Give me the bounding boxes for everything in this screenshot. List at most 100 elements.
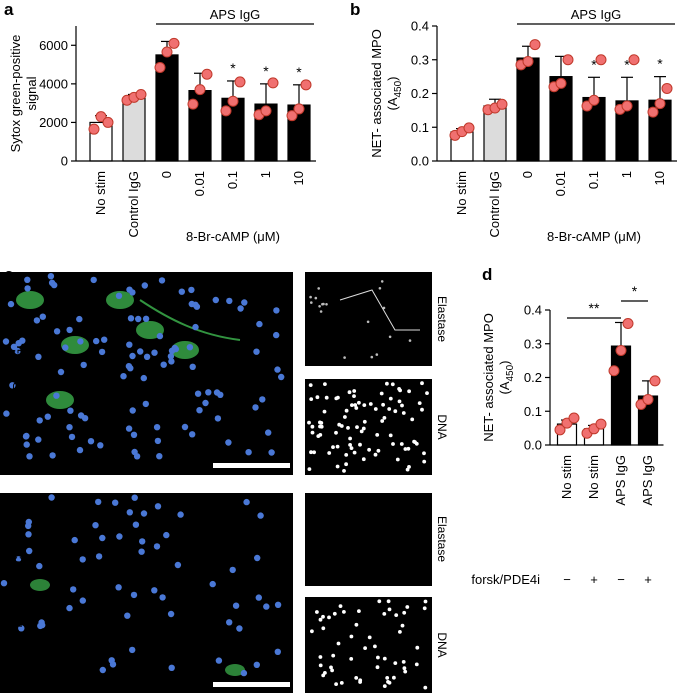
micrograph-aps-elastase — [305, 272, 432, 366]
nucleus — [129, 646, 136, 654]
nucleus — [140, 374, 147, 382]
x-tick-label: 0.01 — [553, 171, 568, 196]
nucleus — [393, 409, 398, 414]
nucleus — [327, 615, 331, 620]
nucleus — [79, 597, 87, 604]
y-axis-label: NET- associated MPO(A450) — [481, 313, 516, 442]
nucleus — [394, 613, 399, 617]
nucleus — [358, 442, 362, 447]
data-point — [95, 111, 107, 123]
nucleus — [70, 586, 77, 593]
nucleus — [99, 534, 106, 542]
x-tick-label: 1 — [619, 171, 634, 178]
y-tick-label: 0.1 — [411, 120, 429, 135]
nucleus — [253, 661, 260, 668]
nucleus — [181, 423, 189, 431]
data-point — [260, 105, 272, 117]
nucleus — [387, 680, 392, 685]
nucleus — [22, 433, 30, 440]
nucleus — [115, 292, 123, 299]
nucleus — [95, 553, 103, 560]
nucleus — [414, 662, 419, 667]
nucleus — [253, 348, 260, 355]
nucleus — [77, 338, 84, 345]
nucleus — [79, 556, 86, 563]
nucleus — [398, 388, 402, 393]
nucleus — [48, 494, 55, 501]
y-tick-label: 0.2 — [524, 370, 542, 385]
x-tick-label: 0 — [520, 171, 535, 178]
channel-label-elastase-bottom: Elastase — [435, 516, 449, 562]
nucleus — [407, 465, 411, 469]
y-axis-label: Sytox green-positivesignal — [8, 35, 39, 153]
nucleus — [310, 424, 315, 429]
nucleus — [23, 441, 30, 448]
nucleus — [36, 562, 43, 570]
nucleus — [323, 671, 327, 675]
nucleus — [321, 302, 324, 306]
nucleus — [400, 623, 405, 628]
nucleus — [330, 668, 334, 673]
nucleus — [160, 361, 167, 368]
nucleus — [39, 313, 46, 320]
nucleus — [274, 366, 281, 373]
nucleus — [425, 391, 429, 395]
row-label-aps: APS IgG — [10, 349, 25, 400]
y-tick-label: 0.1 — [524, 404, 542, 419]
data-point — [300, 79, 312, 91]
chart-d: 0.0 0.1 0.2 0.3 0.4 NET- associated MPO(A450)… — [471, 283, 664, 587]
nucleus — [327, 451, 332, 455]
data-point — [554, 424, 566, 436]
nucleus — [397, 399, 402, 404]
nucleus — [135, 315, 142, 323]
nucleus — [9, 382, 16, 389]
elastase-strand — [339, 289, 420, 331]
nucleus — [126, 509, 133, 516]
nucleus — [355, 425, 359, 429]
row-label-camp: APS IgG + 8-Br-cAMP — [10, 529, 25, 658]
nucleus — [400, 403, 404, 408]
nucleus — [87, 438, 95, 445]
nucleus — [90, 276, 97, 284]
nucleus — [318, 663, 323, 668]
nucleus — [76, 315, 83, 323]
nucleus — [159, 594, 166, 601]
nucleus — [401, 660, 406, 664]
x-tick-label: No stim — [559, 455, 574, 499]
bar — [122, 97, 146, 162]
nucleus — [375, 665, 380, 670]
nucleus — [422, 451, 426, 456]
nucleus — [362, 403, 367, 407]
y-tick-label: 4000 — [39, 76, 68, 91]
x-tick-label: 10 — [652, 171, 667, 185]
nucleus — [26, 547, 33, 555]
nucleus — [245, 449, 252, 456]
nucleus — [142, 315, 150, 322]
nucleus — [307, 467, 312, 471]
channel-label-elastase-top: Elastase — [435, 296, 449, 342]
nucleus — [322, 409, 327, 414]
nucleus — [315, 395, 320, 400]
nucleus — [171, 344, 178, 352]
chart-b: 0.0 0.1 0.2 0.3 0.4 NET- associated MPO(A450)… — [369, 7, 677, 244]
data-point — [463, 122, 475, 134]
data-point — [201, 68, 213, 80]
nucleus — [126, 341, 133, 348]
nucleus — [349, 446, 354, 450]
data-point — [647, 106, 659, 118]
nucleus — [380, 280, 384, 283]
nucleus — [375, 353, 379, 356]
nucleus — [129, 352, 136, 360]
nucleus — [196, 407, 203, 414]
nucleus — [194, 390, 202, 397]
nucleus — [7, 300, 15, 308]
net-strand — [139, 299, 241, 341]
nucleus — [133, 453, 141, 460]
nucleus — [116, 533, 123, 540]
data-point — [161, 46, 173, 58]
channel-label-dna-top: DNA — [435, 414, 449, 439]
nucleus — [344, 462, 348, 467]
nucleus — [240, 669, 248, 677]
nucleus — [318, 424, 322, 429]
